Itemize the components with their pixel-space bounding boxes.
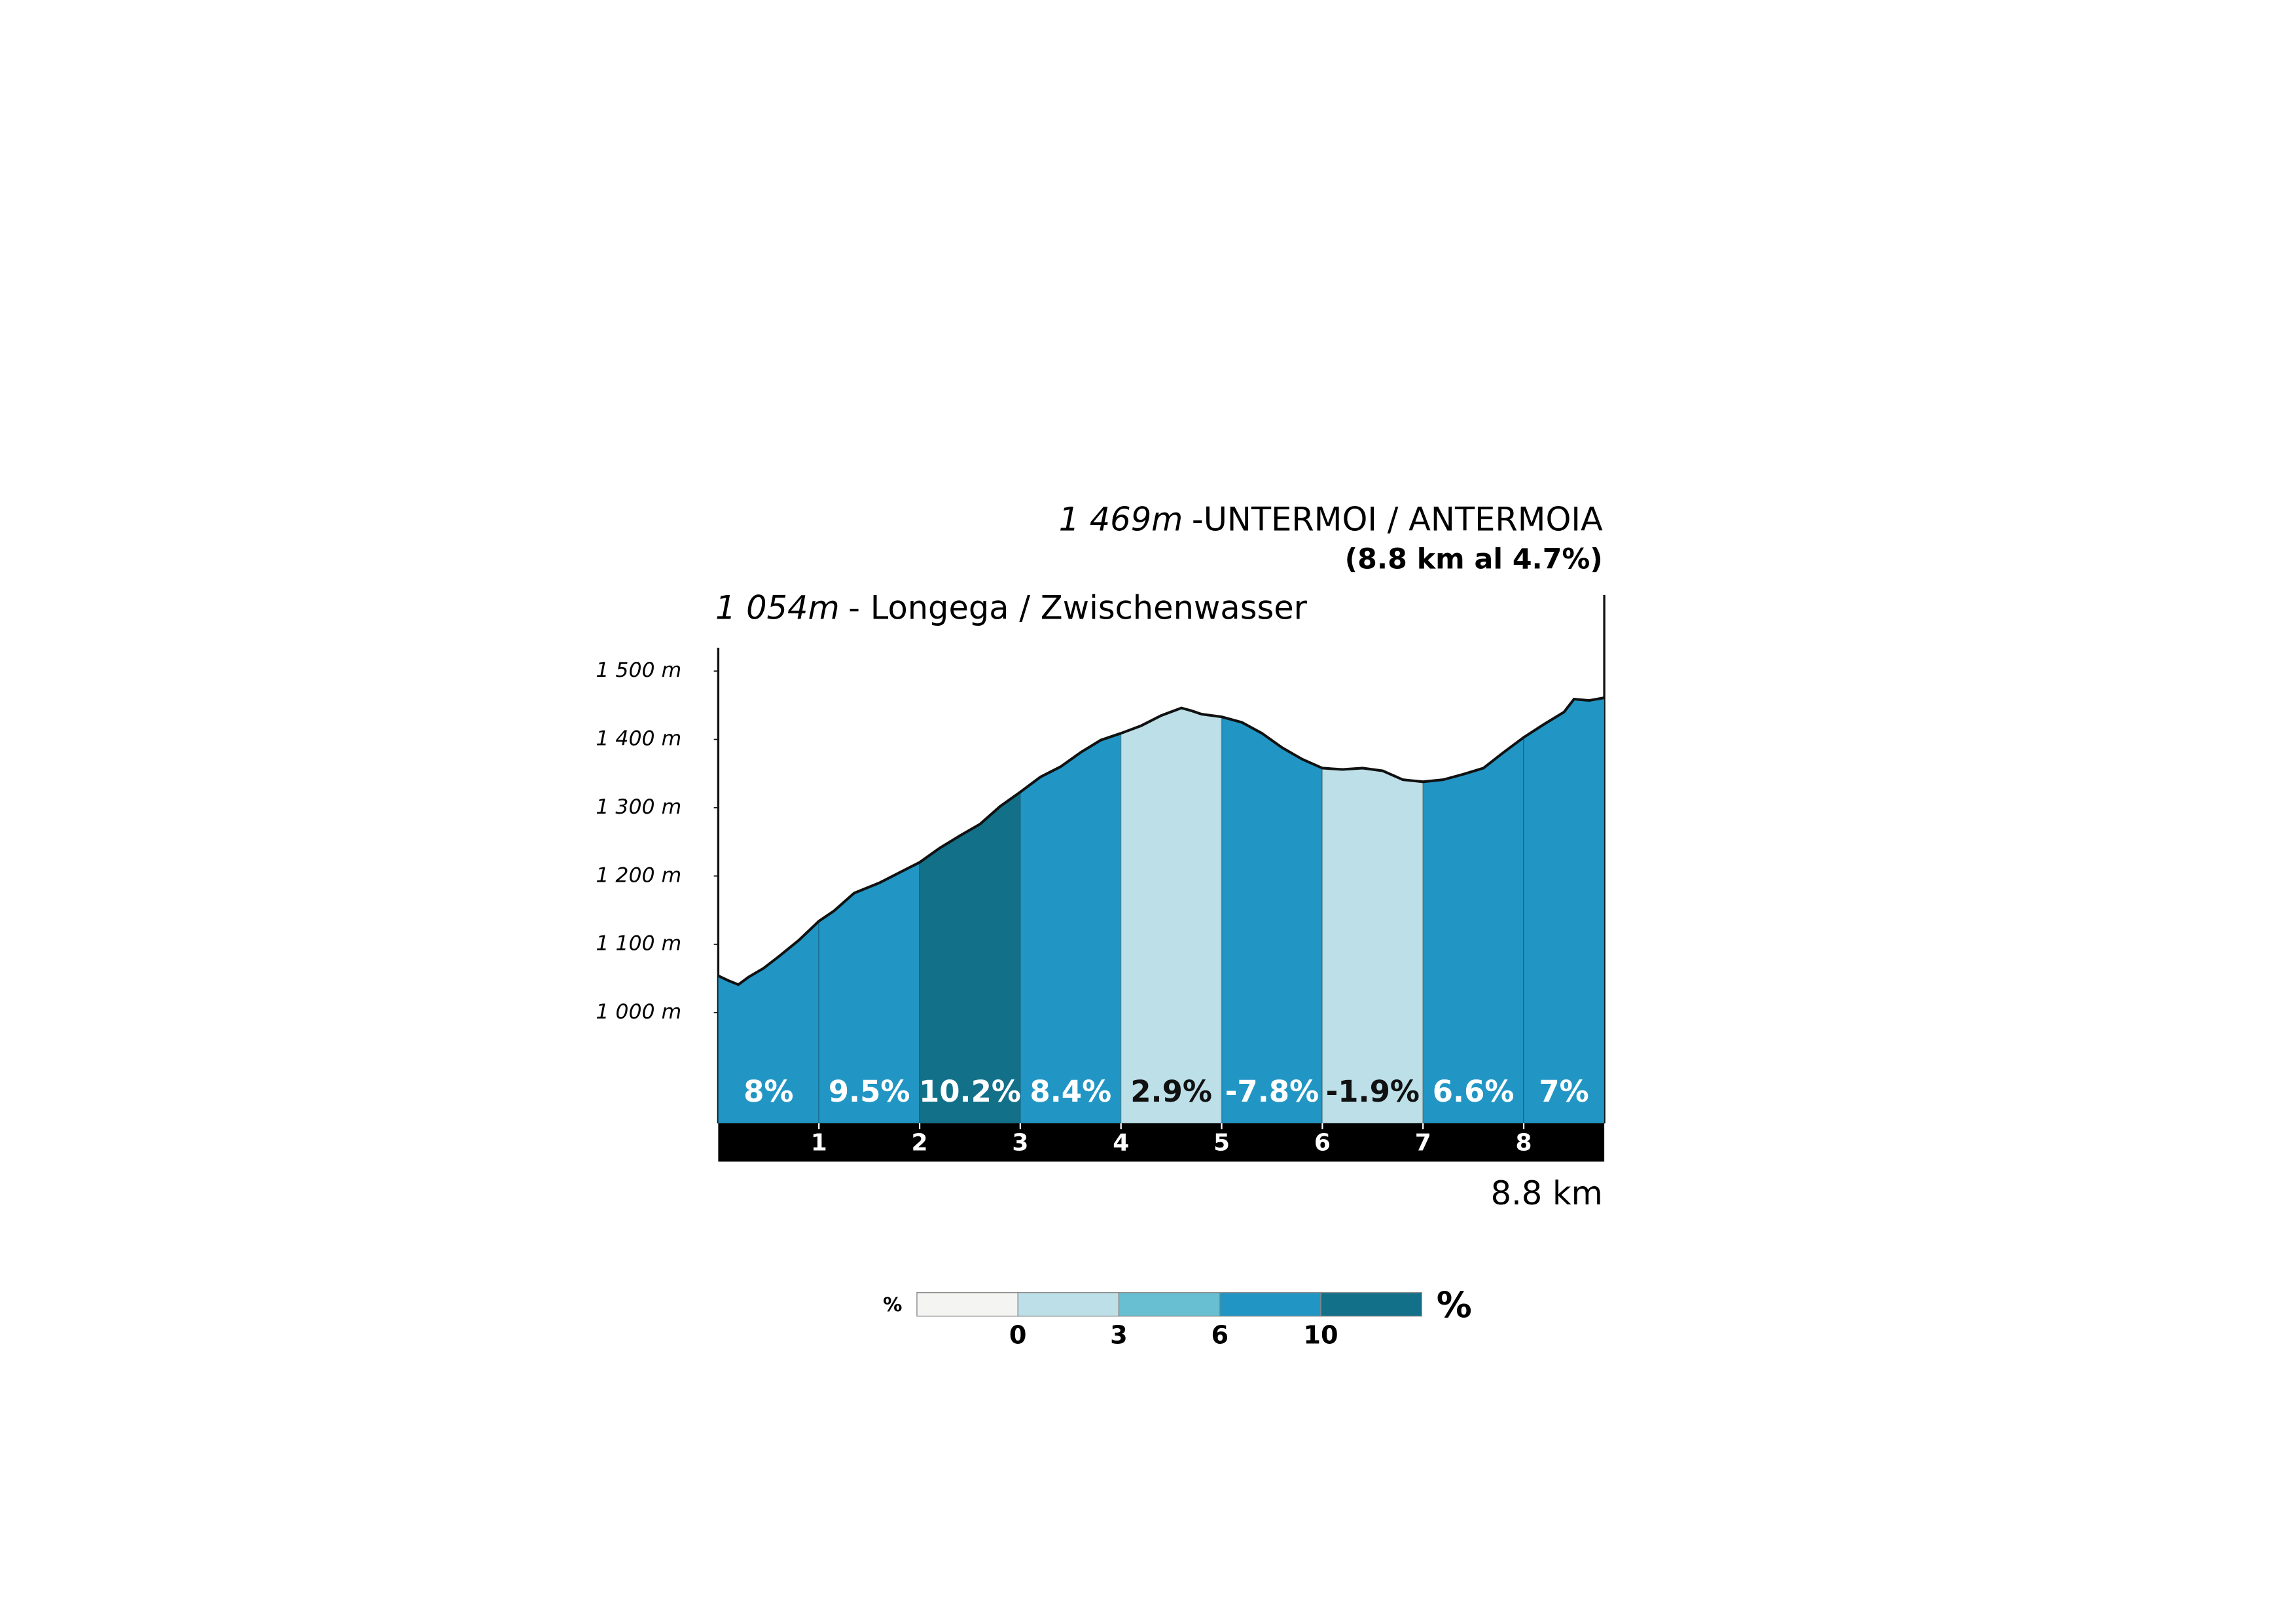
legend-tick-label: 0: [1009, 1322, 1027, 1350]
gradient-label: 7%: [1539, 1074, 1588, 1109]
y-tick-label: 1 000 m: [596, 1000, 681, 1024]
start-heading: 1 054m - Longega / Zwischenwasser: [715, 588, 1308, 626]
gradient-label: 10.2%: [919, 1074, 1021, 1109]
x-tick-label: 1: [811, 1130, 827, 1157]
gradient-segment: [1321, 767, 1424, 1125]
gradient-label: -7.8%: [1225, 1074, 1319, 1109]
legend-swatch: [1219, 1292, 1321, 1317]
y-tick-label: 1 100 m: [596, 932, 681, 956]
km-bar: [718, 1123, 1605, 1162]
x-tick-label: 6: [1314, 1130, 1331, 1157]
profile-line: [717, 696, 1605, 986]
legend-unit: %: [1437, 1284, 1472, 1326]
y-tick-label: 1 500 m: [596, 659, 681, 682]
summit-summary: (8.8 km al 4.7%): [1345, 543, 1603, 576]
y-tick-label: 1 300 m: [596, 795, 681, 819]
legend-tick-label: 6: [1211, 1322, 1229, 1350]
legend-tick-label: 10: [1303, 1322, 1338, 1350]
x-tick-label: 4: [1113, 1130, 1129, 1157]
start-name: - Longega / Zwischenwasser: [848, 588, 1308, 626]
x-tick-label: 8: [1516, 1130, 1532, 1157]
gradient-segment: [1422, 736, 1524, 1125]
gradient-label: 2.9%: [1130, 1074, 1212, 1109]
gradient-label: 9.5%: [829, 1074, 910, 1109]
y-tick-label: 1 200 m: [596, 863, 681, 887]
x-tick-label: 7: [1415, 1130, 1431, 1157]
gradient-segment: [1019, 732, 1122, 1125]
summit-altitude: 1 469m: [1059, 500, 1183, 538]
legend-unit-small: %: [883, 1293, 902, 1316]
gradient-label: 6.6%: [1433, 1074, 1515, 1109]
x-tick-label: 5: [1213, 1130, 1230, 1157]
gradient-label: 8.4%: [1030, 1074, 1111, 1109]
legend-tick-label: 3: [1110, 1322, 1128, 1350]
gradient-label: -1.9%: [1326, 1074, 1420, 1109]
x-tick-label: 3: [1012, 1130, 1028, 1157]
gradient-label: 8%: [744, 1074, 793, 1109]
y-tick-label: 1 400 m: [596, 727, 681, 751]
legend-swatch: [1017, 1292, 1120, 1317]
start-altitude: 1 054m: [715, 588, 840, 626]
summit-heading: 1 469m -UNTERMOI / ANTERMOIA: [1059, 500, 1603, 538]
gradient-segment: [1221, 715, 1323, 1125]
legend-swatch: [1118, 1292, 1221, 1317]
summit-name: -UNTERMOI / ANTERMOIA: [1192, 500, 1603, 538]
legend-swatch: [1320, 1292, 1422, 1317]
gradient-segment: [1120, 707, 1223, 1125]
legend-swatch: [916, 1292, 1018, 1317]
distance-label: 8.8 km: [1491, 1174, 1603, 1212]
x-tick-label: 2: [912, 1130, 928, 1157]
gradient-segment: [1523, 696, 1605, 1125]
